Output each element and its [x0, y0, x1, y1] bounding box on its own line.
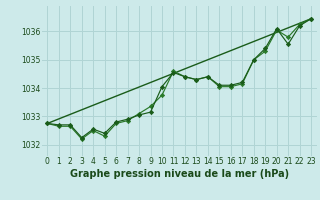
X-axis label: Graphe pression niveau de la mer (hPa): Graphe pression niveau de la mer (hPa) [70, 169, 289, 179]
